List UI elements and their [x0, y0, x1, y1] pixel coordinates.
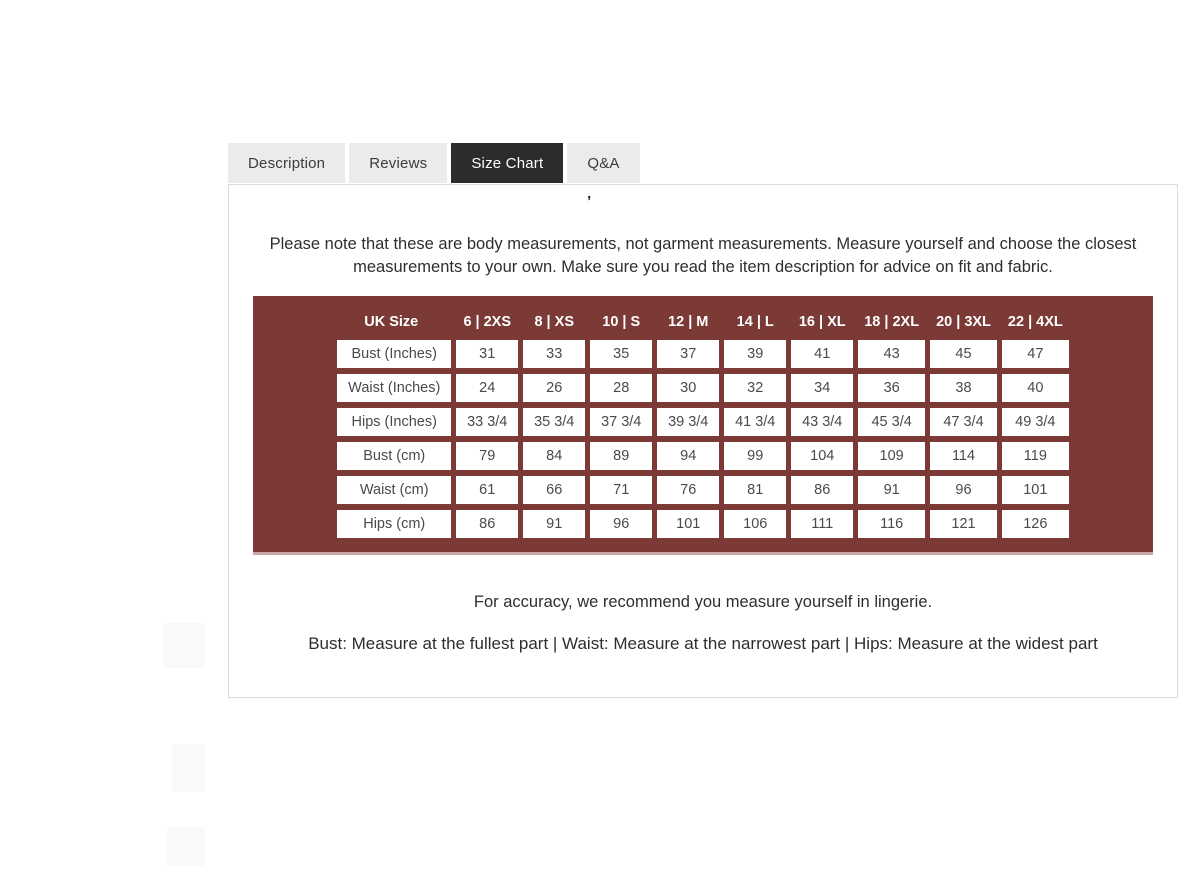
measurement-cell: 119 [1001, 442, 1069, 470]
measurement-cell: 104 [791, 442, 854, 470]
size-chart-row: Hips (Inches) 33 3/4 35 3/4 37 3/4 39 3/4 41 … [337, 408, 1069, 436]
product-tabbar: Description Reviews Size Chart Q&A [228, 143, 640, 183]
accuracy-note: For accuracy, we recommend you measure y… [473, 593, 933, 611]
stray-apostrophe: ’ [587, 193, 592, 210]
measurement-cell: 35 3/4 [523, 408, 586, 436]
size-chart-row: Waist (Inches) 24 26 28 30 32 34 36 38 40 [337, 374, 1069, 402]
measurement-cell: 43 3/4 [791, 408, 854, 436]
measurement-cell: 24 [456, 374, 519, 402]
measurement-cell: 33 [523, 340, 586, 368]
measurement-cell: 111 [791, 510, 854, 538]
measurement-cell: 99 [724, 442, 787, 470]
measurement-cell: 91 [858, 476, 926, 504]
measurement-cell: 32 [724, 374, 787, 402]
measurement-cell: 101 [1001, 476, 1069, 504]
measurement-cell: 45 [930, 340, 997, 368]
measurement-cell: 76 [657, 476, 720, 504]
column-header-size: 8 | XS [534, 314, 574, 330]
measurement-cell: 33 3/4 [456, 408, 519, 436]
measurement-cell: 39 3/4 [657, 408, 720, 436]
measurement-cell: 71 [590, 476, 653, 504]
measurement-cell: 43 [858, 340, 926, 368]
measurement-cell: 36 [858, 374, 926, 402]
measurement-cell: 96 [590, 510, 653, 538]
measurement-cell: 114 [930, 442, 997, 470]
measurement-cell: 116 [858, 510, 926, 538]
tab-reviews[interactable]: Reviews [349, 143, 448, 183]
measurement-cell: 86 [791, 476, 854, 504]
size-chart-header-row: UK Size 6 | 2XS 8 | XS 10 | S 12 | M 14 | L 16… [337, 312, 1069, 334]
row-label: Hips (Inches) [337, 408, 452, 436]
size-chart-row: Hips (cm) 86 91 96 101 106 111 116 121 126 [337, 510, 1069, 538]
measurement-cell: 41 3/4 [724, 408, 787, 436]
measurement-cell: 47 3/4 [930, 408, 997, 436]
measurement-cell: 126 [1001, 510, 1069, 538]
column-header-size: 16 | XL [798, 314, 846, 330]
row-label: Bust (cm) [337, 442, 452, 470]
ghost-artifact [172, 744, 205, 792]
measurement-intro-text: Please note that these are body measurem… [269, 235, 1137, 276]
measurement-cell: 89 [590, 442, 653, 470]
measurement-cell: 37 [657, 340, 720, 368]
column-header-uk-size: UK Size [364, 314, 419, 330]
size-chart-row: Bust (Inches) 31 33 35 37 39 41 43 45 47 [337, 340, 1069, 368]
size-chart-row: Bust (cm) 79 84 89 94 99 104 109 114 119 [337, 442, 1069, 470]
measurement-cell: 121 [930, 510, 997, 538]
measurement-cell: 81 [724, 476, 787, 504]
measurement-cell: 39 [724, 340, 787, 368]
column-header-size: 18 | 2XL [864, 314, 920, 330]
measurement-cell: 101 [657, 510, 720, 538]
measurement-cell: 47 [1001, 340, 1069, 368]
measurement-cell: 86 [456, 510, 519, 538]
measurement-cell: 28 [590, 374, 653, 402]
size-chart-table: UK Size 6 | 2XS 8 | XS 10 | S 12 | M 14 | L 16… [332, 306, 1074, 544]
measurement-cell: 94 [657, 442, 720, 470]
size-chart-panel: ’ Please note that these are body measur… [228, 184, 1178, 698]
measurement-cell: 40 [1001, 374, 1069, 402]
measurement-cell: 96 [930, 476, 997, 504]
measurement-cell: 35 [590, 340, 653, 368]
ghost-artifact [167, 827, 205, 866]
column-header-size: 12 | M [668, 314, 709, 330]
measurement-cell: 34 [791, 374, 854, 402]
measurement-cell: 79 [456, 442, 519, 470]
row-label: Hips (cm) [337, 510, 452, 538]
measurement-cell: 45 3/4 [858, 408, 926, 436]
column-header-size: 22 | 4XL [1007, 314, 1063, 330]
measurement-cell: 49 3/4 [1001, 408, 1069, 436]
size-chart-row: Waist (cm) 61 66 71 76 81 86 91 96 101 [337, 476, 1069, 504]
measurement-cell: 66 [523, 476, 586, 504]
measurement-cell: 31 [456, 340, 519, 368]
ghost-artifact [163, 623, 205, 668]
measurement-cell: 91 [523, 510, 586, 538]
measurement-cell: 37 3/4 [590, 408, 653, 436]
column-header-size: 20 | 3XL [936, 314, 991, 330]
row-label: Waist (Inches) [337, 374, 452, 402]
row-label: Waist (cm) [337, 476, 452, 504]
measure-guide: Bust: Measure at the fullest part | Wais… [308, 634, 1098, 653]
measurement-cell: 41 [791, 340, 854, 368]
row-label: Bust (Inches) [337, 340, 452, 368]
measurement-cell: 61 [456, 476, 519, 504]
measurement-cell: 38 [930, 374, 997, 402]
measurement-cell: 84 [523, 442, 586, 470]
measurement-cell: 26 [523, 374, 586, 402]
size-chart-table-block: UK Size 6 | 2XS 8 | XS 10 | S 12 | M 14 | L 16… [253, 296, 1153, 555]
tab-qa[interactable]: Q&A [567, 143, 640, 183]
column-header-size: 10 | S [602, 314, 641, 330]
tab-description[interactable]: Description [228, 143, 346, 183]
tab-size-chart[interactable]: Size Chart [451, 143, 564, 183]
measurement-cell: 30 [657, 374, 720, 402]
measurement-cell: 109 [858, 442, 926, 470]
column-header-size: 6 | 2XS [463, 314, 512, 330]
column-header-size: 14 | L [736, 314, 774, 330]
measurement-cell: 106 [724, 510, 787, 538]
